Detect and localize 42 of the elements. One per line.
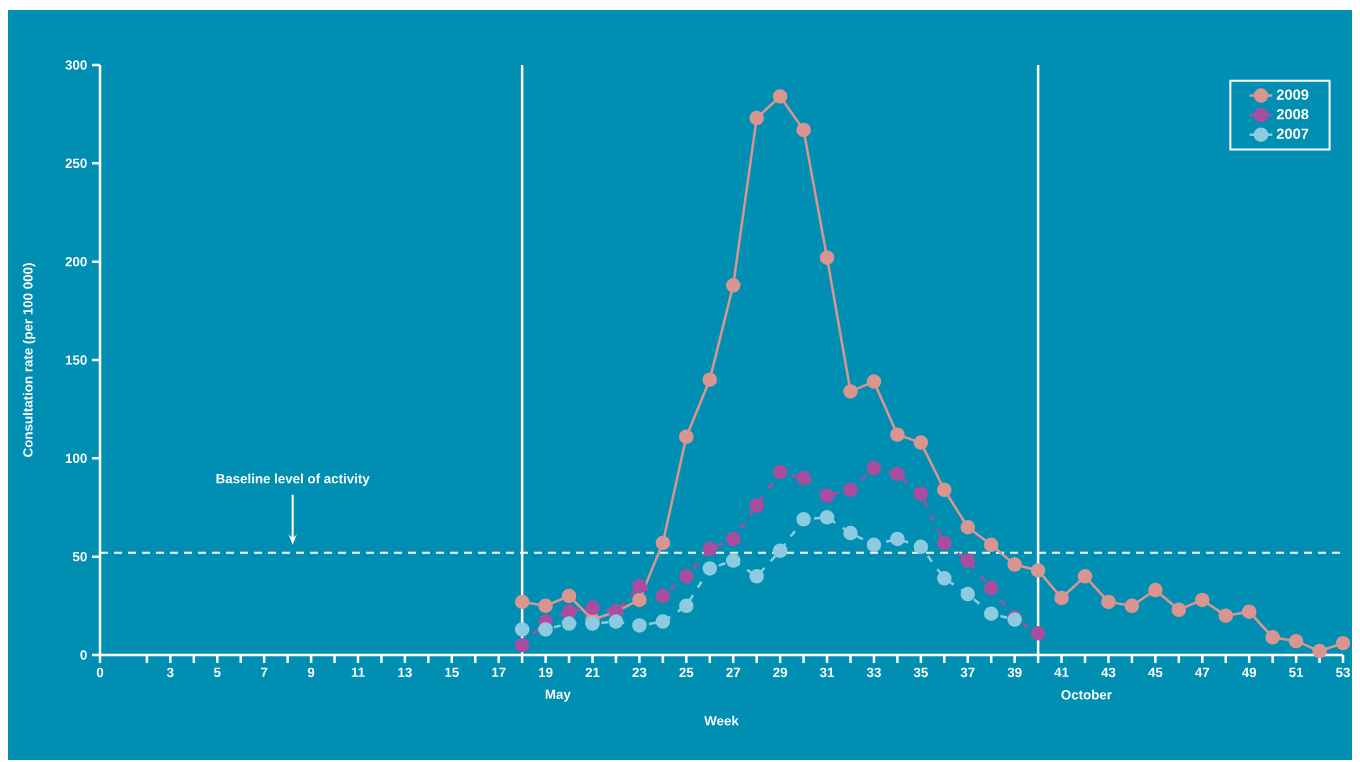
x-tick-label: 45: [1148, 667, 1163, 677]
x-tick-label: 21: [585, 667, 600, 678]
annotation: Baseline level of activity: [216, 473, 370, 486]
text: October: [1061, 689, 1112, 700]
x-tick-label: 49: [1241, 667, 1257, 678]
y-tick-label: 50: [72, 551, 87, 562]
x-tick-label: 43: [1101, 667, 1116, 678]
x-tick-label: 37: [960, 667, 975, 678]
x-tick-label: 15: [445, 667, 459, 677]
x-tick-label: 13: [398, 667, 412, 678]
x-tick-label: 9: [307, 667, 315, 678]
x-tick-label: 7: [261, 667, 268, 677]
x-tick-label: 39: [1007, 667, 1022, 678]
x-tick-label: 23: [632, 667, 647, 678]
x-tick-label: 31: [819, 667, 835, 678]
legend-label: 2007: [1276, 128, 1309, 139]
x-tick-label: 51: [1289, 667, 1304, 677]
x-tick-label: 3: [166, 667, 174, 678]
y-tick-label: 250: [65, 158, 87, 169]
x-tick-label: 27: [726, 667, 741, 678]
x-tick-label: 41: [1054, 667, 1069, 677]
y-tick-label: 150: [65, 355, 87, 365]
x-tick-label: 35: [913, 667, 928, 678]
x-tick-label: 19: [539, 667, 553, 678]
y-tick-label: 0: [80, 650, 87, 660]
y-tick-label: 300: [65, 60, 87, 70]
legend-label: 2009: [1276, 89, 1309, 100]
x-tick-label: 53: [1336, 667, 1350, 678]
y-tick-label: 200: [65, 256, 87, 267]
x-tick-label: 11: [351, 667, 365, 677]
x-tick-label: 29: [773, 667, 788, 678]
x-tick-label: 17: [492, 667, 506, 677]
x-tick-label: 47: [1195, 667, 1210, 677]
y-axis-title: Consultation rate (per 100 000): [22, 263, 36, 457]
x-axis-title: Week: [704, 715, 739, 726]
legend-label: 2008: [1276, 108, 1309, 120]
x-tick-label: 5: [213, 667, 221, 677]
x-tick-label: 0: [96, 667, 104, 678]
x-tick-label: 33: [866, 667, 881, 678]
text: May: [545, 689, 571, 702]
x-tick-label: 25: [679, 667, 694, 678]
y-tick-label: 100: [65, 453, 87, 464]
